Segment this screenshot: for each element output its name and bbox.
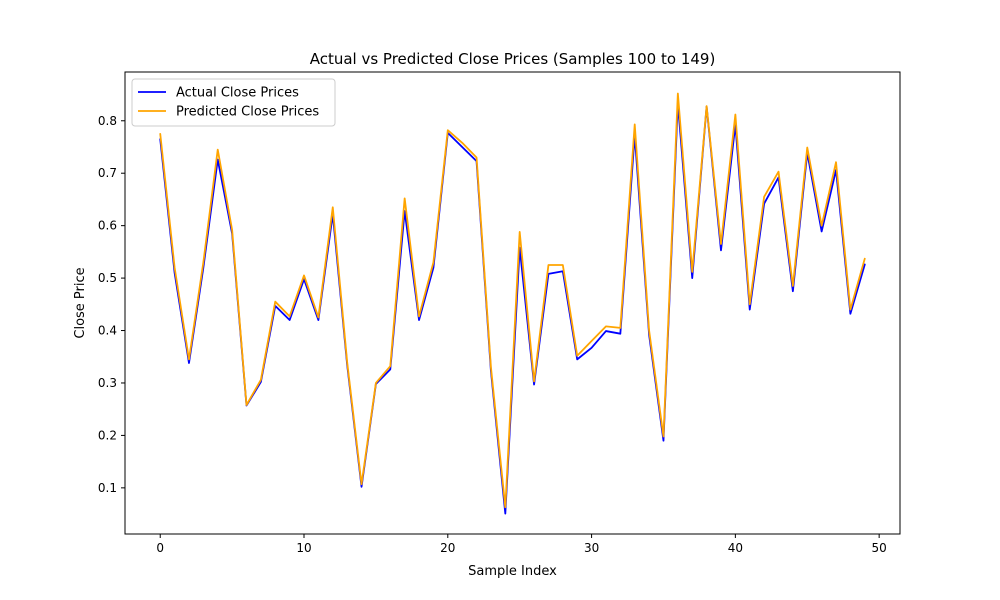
legend: Actual Close Prices Predicted Close Pric… — [131, 78, 336, 127]
y-tick-label: 0.7 — [98, 166, 117, 180]
x-tick-label: 30 — [584, 541, 599, 555]
x-axis-label: Sample Index — [468, 564, 557, 579]
legend-label-predicted: Predicted Close Prices — [176, 105, 319, 120]
y-tick-label: 0.4 — [98, 324, 117, 338]
series-line-1 — [159, 92, 866, 509]
x-tick-label: 0 — [156, 541, 164, 555]
x-tick-label: 10 — [296, 541, 311, 555]
legend-label-actual: Actual Close Prices — [176, 86, 299, 101]
y-axis: 0.1 0.2 0.3 0.4 0.5 0.6 0.7 0.8 — [98, 114, 125, 495]
chart-title: Actual vs Predicted Close Prices (Sample… — [310, 50, 716, 68]
x-tick-label: 50 — [872, 541, 887, 555]
series-line-0 — [159, 102, 866, 515]
legend-box — [131, 78, 336, 127]
y-tick-label: 0.3 — [98, 376, 117, 390]
plot-frame — [124, 71, 901, 535]
x-tick-label: 40 — [728, 541, 743, 555]
x-axis: 0 10 20 30 40 50 — [156, 534, 887, 555]
y-tick-label: 0.5 — [98, 271, 117, 285]
y-tick-label: 0.6 — [98, 219, 117, 233]
x-tick-label: 20 — [440, 541, 455, 555]
y-tick-label: 0.1 — [98, 481, 117, 495]
y-tick-label: 0.2 — [98, 428, 117, 442]
y-tick-label: 0.8 — [98, 114, 117, 128]
y-axis-label: Close Price — [73, 267, 88, 338]
plot-lines — [159, 92, 866, 515]
